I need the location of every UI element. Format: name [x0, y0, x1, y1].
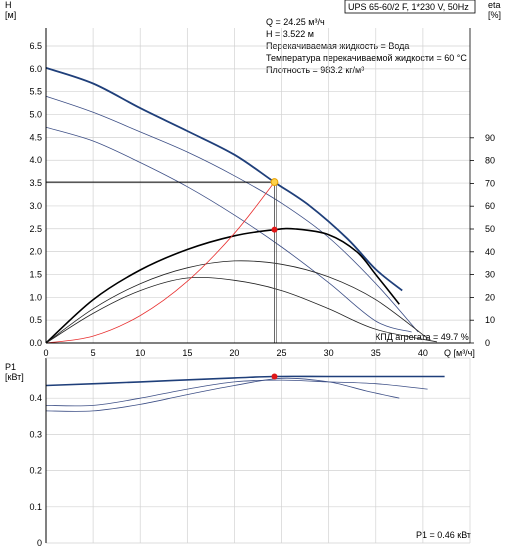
y2-tick-label: 20 — [485, 292, 495, 302]
x-tick-label: 25 — [277, 348, 287, 358]
bottom-gridlines — [46, 358, 470, 544]
x-axis-label: Q [м³/ч] — [444, 348, 475, 358]
power-tick-label: 0.3 — [29, 429, 42, 439]
bottom-axes: 0 0.1 0.2 0.3 0.4 — [29, 357, 471, 548]
x-tick-label: 20 — [229, 348, 239, 358]
x-tick-label: 15 — [182, 348, 192, 358]
head-curve-3 — [45, 126, 412, 333]
y-tick-label: 2.5 — [29, 224, 42, 234]
y2-axis-label: eta — [488, 0, 501, 10]
y-tick-label: 6.0 — [29, 64, 42, 74]
y2-tick-label: 0 — [485, 338, 490, 348]
duty-point-marker — [270, 178, 279, 186]
info-line-flow: Q = 24.25 м³/ч — [266, 17, 325, 27]
power-axis-label: P1 — [5, 362, 16, 372]
efficiency-point-marker — [271, 226, 278, 233]
efficiency-curve-1 — [45, 227, 400, 344]
y-axis-unit: [м] — [5, 10, 16, 20]
power-tick-label: 0.4 — [29, 393, 42, 403]
x-tick-label: 30 — [324, 348, 334, 358]
chart-title: UPS 65-60/2 F, 1*230 V, 50Hz — [348, 2, 469, 12]
power-curve-3 — [45, 377, 400, 412]
y2-tick-label: 40 — [485, 247, 495, 257]
y-axis-label: H — [5, 0, 12, 10]
power-curve-2 — [45, 379, 428, 407]
y2-tick-label: 60 — [485, 201, 495, 211]
top-gridlines — [46, 28, 470, 344]
power-axis-unit: [кВт] — [5, 372, 24, 382]
x-tick-label: 0 — [43, 348, 48, 358]
x-tick-label: 40 — [418, 348, 428, 358]
top-axes: 0 5 10 15 20 25 30 35 40 0.0 0.5 1.0 1.5 2.0 2.5 3.0 3.5… — [29, 28, 495, 358]
head-curve-2 — [45, 95, 419, 333]
y-tick-label: 1.0 — [29, 292, 42, 302]
y2-tick-label: 50 — [485, 224, 495, 234]
y-tick-label: 6.5 — [29, 41, 42, 51]
x-tick-label: 10 — [135, 348, 145, 358]
power-tick-label: 0.1 — [29, 502, 42, 512]
power-tick-label: 0 — [37, 538, 42, 548]
efficiency-label: КПД агрегата = 49.7 % — [375, 332, 469, 342]
info-line-density: Плотность = 983.2 кг/м³ — [266, 65, 364, 75]
y2-tick-label: 30 — [485, 270, 495, 280]
top-curves — [45, 67, 438, 344]
y-tick-label: 2.0 — [29, 247, 42, 257]
y2-tick-label: 10 — [485, 315, 495, 325]
y-tick-label: 1.5 — [29, 269, 42, 279]
y-tick-label: 0.5 — [29, 315, 42, 325]
x-tick-label: 35 — [371, 348, 381, 358]
y2-tick-label: 80 — [485, 156, 495, 166]
power-curve-1 — [45, 375, 445, 387]
y-tick-label: 3.0 — [29, 201, 42, 211]
system-curve — [45, 181, 275, 344]
y2-tick-label: 90 — [485, 133, 495, 143]
efficiency-curve-3 — [45, 276, 438, 344]
y-tick-label: 5.0 — [29, 110, 42, 120]
y-tick-label: 4.0 — [29, 155, 42, 165]
title-box — [344, 0, 476, 14]
info-line-temperature: Температура перекачиваемой жидкости = 60… — [266, 53, 467, 63]
efficiency-curve-2 — [45, 260, 428, 344]
y-tick-label: 4.5 — [29, 132, 42, 142]
power-tick-label: 0.2 — [29, 466, 42, 476]
bottom-curves — [45, 373, 445, 412]
y-tick-label: 3.5 — [29, 178, 42, 188]
y-tick-label: 0.0 — [29, 338, 42, 348]
info-line-head: H = 3.522 м — [266, 29, 314, 39]
head-curve-1 — [45, 67, 403, 292]
power-point-marker — [271, 373, 278, 380]
power-label: P1 = 0.46 кВт — [416, 530, 471, 540]
x-tick-label: 5 — [91, 348, 96, 358]
y2-axis-unit: [%] — [488, 10, 501, 20]
y-tick-label: 5.5 — [29, 87, 42, 97]
y2-tick-label: 70 — [485, 178, 495, 188]
